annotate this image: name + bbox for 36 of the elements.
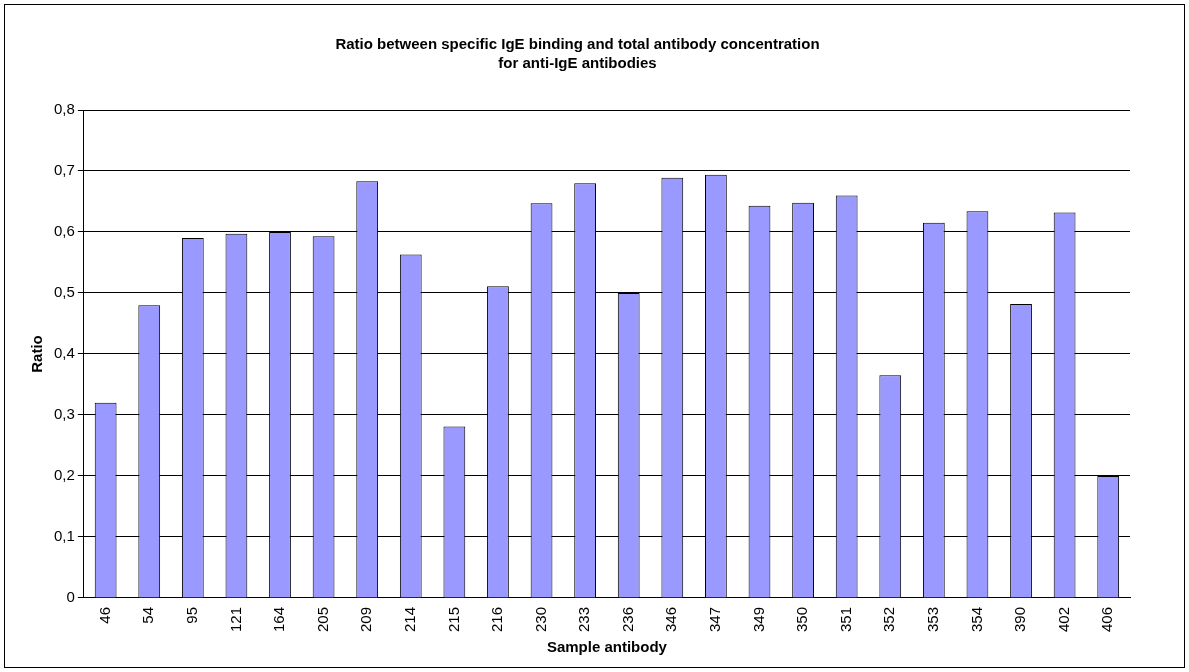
x-tick-label: 233	[575, 606, 593, 632]
x-tick-label: 214	[400, 606, 418, 632]
x-tick-label: 346	[662, 606, 680, 632]
x-tick-label: 406	[1098, 606, 1116, 632]
y-tick-label: 0,5	[53, 283, 75, 301]
x-tick-label: 216	[488, 606, 506, 632]
x-tick-label: 350	[793, 606, 811, 632]
y-tick-label: 0	[66, 588, 75, 606]
x-axis-title: Sample antibody	[546, 638, 668, 656]
x-tick-label: 390	[1011, 606, 1029, 632]
x-tick-label: 349	[749, 606, 767, 632]
x-tick-label: 95	[182, 606, 200, 624]
x-tick-label: 215	[444, 606, 462, 632]
chart-title: Ratio between specific IgE binding and total antibody concentration for anti-IgE antibodies	[335, 34, 820, 72]
x-tick-label: 46	[95, 606, 113, 624]
y-tick-label: 0,7	[53, 161, 75, 179]
x-tick-label: 164	[270, 606, 288, 632]
x-tick-label: 353	[923, 606, 941, 632]
x-tick-label: 354	[967, 606, 985, 632]
y-tick-label: 0,3	[53, 405, 75, 423]
x-tick-label: 205	[313, 606, 331, 632]
x-tick-label: 54	[139, 606, 157, 624]
y-tick-label: 0,4	[53, 344, 75, 362]
y-tick-label: 0,2	[53, 466, 75, 484]
x-tick-label: 351	[836, 606, 854, 632]
x-tick-label: 402	[1054, 606, 1072, 632]
x-tick-label: 352	[880, 606, 898, 632]
x-tick-label: 347	[706, 606, 724, 632]
y-tick-label: 0,6	[53, 222, 75, 240]
x-tick-label: 230	[531, 606, 549, 632]
y-tick-label: 0,8	[53, 100, 75, 118]
y-axis-title: Ratio	[28, 335, 46, 373]
x-tick-label: 121	[226, 606, 244, 632]
x-tick-label: 236	[618, 606, 636, 632]
y-tick-label: 0,1	[53, 527, 75, 545]
x-tick-label: 209	[357, 606, 375, 632]
